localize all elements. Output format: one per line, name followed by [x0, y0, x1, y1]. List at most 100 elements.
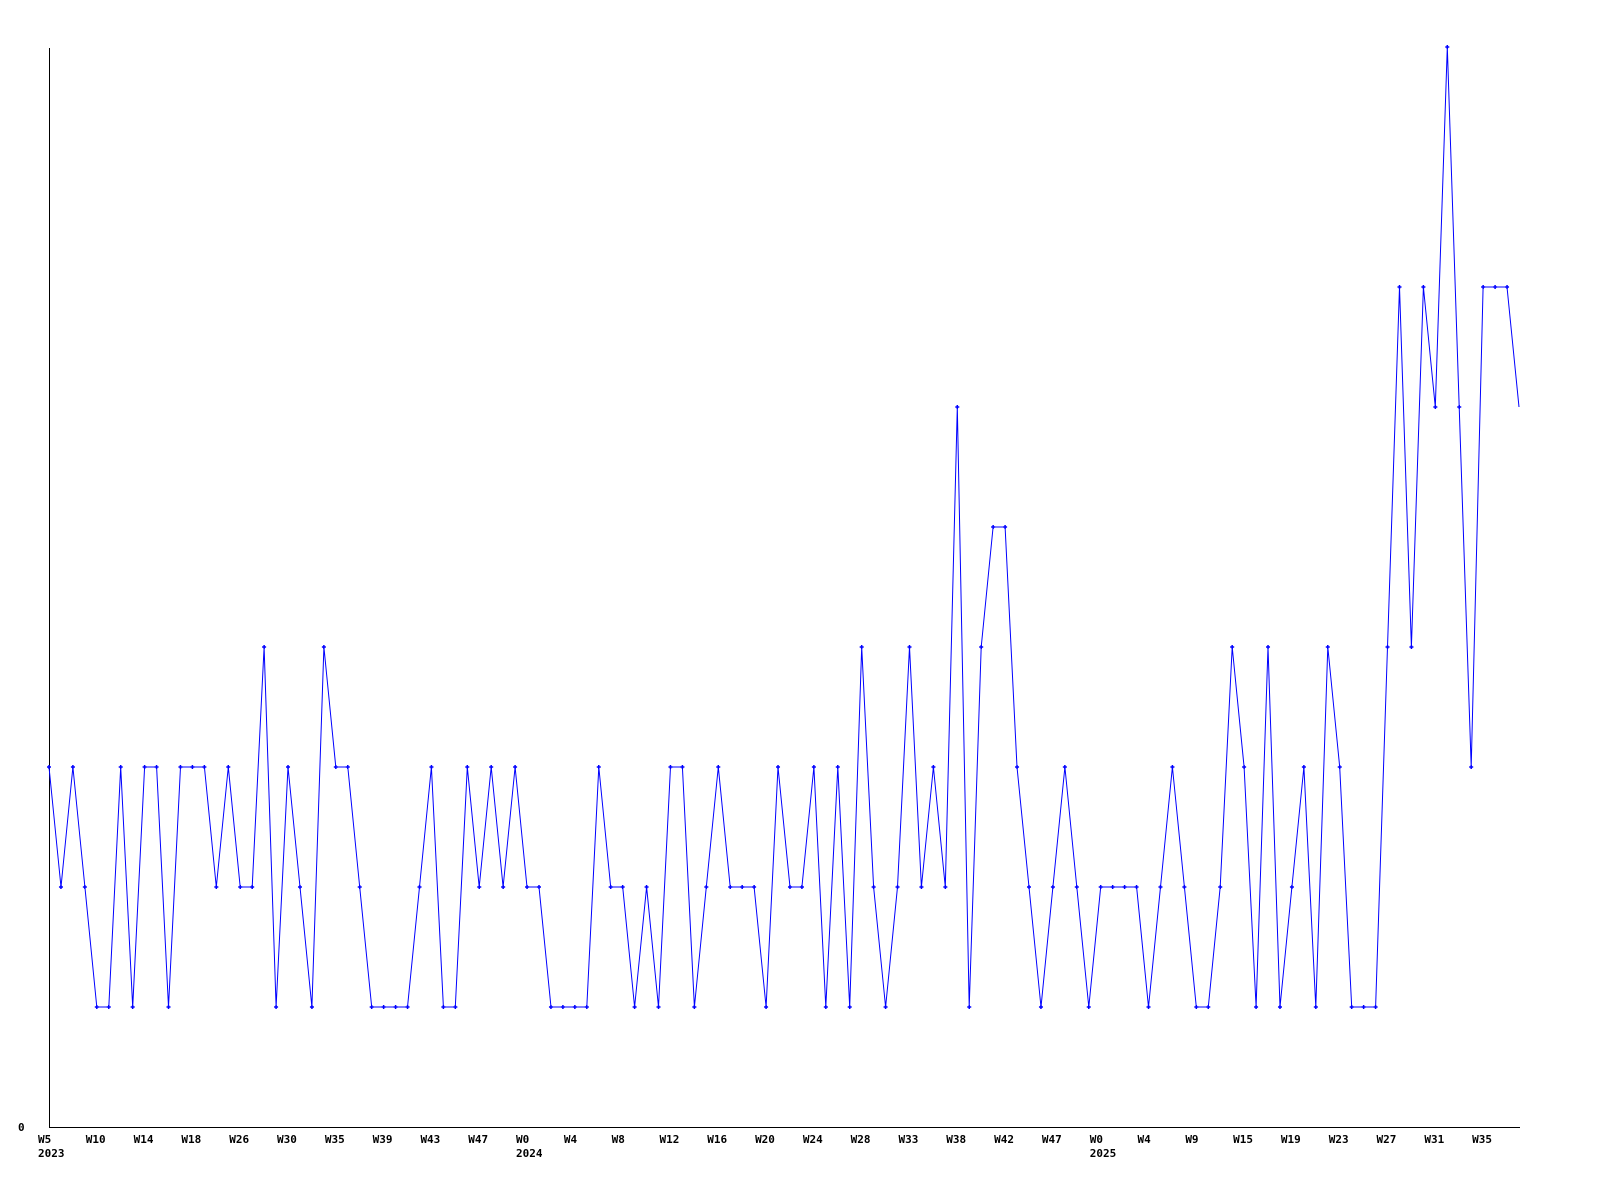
data-point	[1194, 1005, 1199, 1009]
x-tick-label: W19	[1281, 1133, 1301, 1146]
x-tick-label: W12	[659, 1133, 679, 1146]
x-tick-label: W20	[755, 1133, 775, 1146]
data-point	[1266, 645, 1271, 649]
data-point	[1277, 1005, 1282, 1009]
x-tick-label: W10	[86, 1133, 106, 1146]
data-point	[1433, 405, 1438, 409]
x-tick-label: W31	[1424, 1133, 1444, 1146]
data-point	[548, 1005, 553, 1009]
data-point	[154, 765, 159, 769]
data-point	[1158, 885, 1163, 889]
data-point	[70, 765, 75, 769]
data-point	[871, 885, 876, 889]
data-point	[106, 1005, 111, 1009]
data-point	[537, 885, 541, 889]
series-line	[48, 46, 1520, 1008]
data-point	[1098, 885, 1103, 889]
data-point	[1385, 645, 1390, 649]
data-point	[345, 765, 350, 769]
data-point	[1086, 1005, 1091, 1009]
data-point	[250, 885, 255, 889]
data-point	[811, 765, 816, 769]
data-point	[1445, 45, 1450, 49]
data-point	[1313, 1005, 1318, 1009]
data-point	[1254, 1005, 1259, 1009]
data-point	[369, 1005, 374, 1009]
x-tick-label: W47	[468, 1133, 488, 1146]
data-point	[238, 885, 243, 889]
y-tick-label: 0	[18, 1121, 25, 1134]
x-tick-label: W14	[134, 1133, 154, 1146]
data-point	[513, 765, 518, 769]
data-point	[1505, 285, 1510, 289]
data-point	[1421, 285, 1426, 289]
data-point	[525, 885, 530, 889]
data-point	[1325, 645, 1330, 649]
data-point	[656, 1005, 661, 1009]
data-point	[1110, 885, 1115, 889]
data-point	[1003, 525, 1008, 529]
x-tick-label: W0	[1090, 1133, 1103, 1146]
data-point	[214, 885, 219, 889]
x-tick-label: W28	[851, 1133, 871, 1146]
data-point	[955, 405, 960, 409]
data-point	[309, 1005, 314, 1009]
year-label: 2024	[516, 1147, 543, 1160]
data-point	[297, 885, 302, 889]
data-point	[1170, 765, 1175, 769]
data-point	[1289, 885, 1294, 889]
data-point	[47, 765, 51, 769]
data-point	[166, 1005, 171, 1009]
x-tick-label: W30	[277, 1133, 297, 1146]
data-point	[931, 765, 936, 769]
data-point	[740, 885, 745, 889]
x-tick-label: W9	[1185, 1133, 1198, 1146]
data-point	[262, 645, 267, 649]
x-tick-label: W26	[229, 1133, 249, 1146]
data-point	[190, 765, 195, 769]
data-point	[1134, 885, 1139, 889]
data-point	[1373, 1005, 1378, 1009]
x-tick-label: W38	[946, 1133, 966, 1146]
data-point	[1146, 1005, 1151, 1009]
data-point	[465, 765, 470, 769]
data-point	[477, 885, 482, 889]
data-point	[716, 765, 721, 769]
x-tick-label: W15	[1233, 1133, 1253, 1146]
data-point	[584, 1005, 589, 1009]
data-point	[1242, 765, 1247, 769]
data-point	[1074, 885, 1079, 889]
data-point	[441, 1005, 446, 1009]
x-tick-label: W35	[1472, 1133, 1492, 1146]
data-point	[764, 1005, 769, 1009]
data-point	[1218, 885, 1223, 889]
data-point	[1122, 885, 1127, 889]
data-point	[1481, 285, 1486, 289]
year-label: 2023	[38, 1147, 65, 1160]
data-point	[1397, 285, 1402, 289]
x-tick-label: W0	[516, 1133, 529, 1146]
x-tick-label: W35	[325, 1133, 345, 1146]
data-point	[692, 1005, 697, 1009]
x-tick-label: W47	[1042, 1133, 1062, 1146]
data-point	[787, 885, 792, 889]
data-point	[1337, 765, 1342, 769]
data-point	[333, 765, 338, 769]
data-point	[1361, 1005, 1366, 1009]
data-point	[357, 885, 362, 889]
data-point	[943, 885, 948, 889]
data-point	[1469, 765, 1474, 769]
data-point	[453, 1005, 458, 1009]
data-point	[1493, 285, 1498, 289]
data-point	[859, 645, 864, 649]
data-point	[1015, 765, 1020, 769]
data-point	[680, 765, 685, 769]
x-tick-label: W42	[994, 1133, 1014, 1146]
data-point	[1457, 405, 1462, 409]
data-point	[1301, 765, 1306, 769]
data-point	[501, 885, 506, 889]
x-tick-label: W43	[420, 1133, 440, 1146]
data-point	[835, 765, 840, 769]
data-point	[321, 645, 326, 649]
